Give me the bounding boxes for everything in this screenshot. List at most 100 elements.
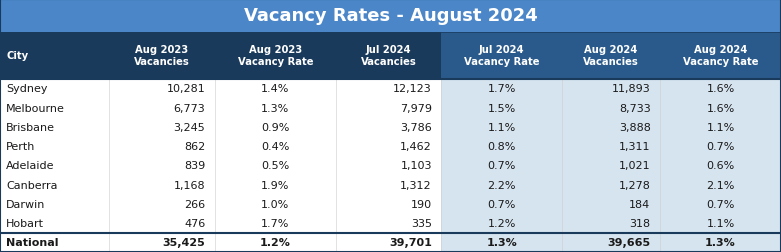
Bar: [441, 214, 562, 233]
Bar: [562, 118, 660, 137]
Text: Jul 2024
Vacancy Rate: Jul 2024 Vacancy Rate: [464, 45, 540, 67]
Text: National: National: [6, 237, 59, 247]
Text: 335: 335: [411, 218, 432, 228]
Bar: [0, 214, 781, 233]
Bar: [0, 175, 781, 195]
Text: 1.9%: 1.9%: [261, 180, 290, 190]
Text: 1,168: 1,168: [174, 180, 205, 190]
Bar: [660, 195, 781, 214]
Text: 1.3%: 1.3%: [487, 237, 517, 247]
Text: 1.6%: 1.6%: [706, 84, 735, 94]
Bar: [660, 99, 781, 118]
Bar: [562, 156, 660, 175]
Bar: [441, 233, 562, 252]
Text: 35,425: 35,425: [162, 237, 205, 247]
Text: 0.9%: 0.9%: [261, 122, 290, 132]
Text: Aug 2023
Vacancies: Aug 2023 Vacancies: [134, 45, 190, 67]
Text: 2.1%: 2.1%: [706, 180, 735, 190]
Text: 1.1%: 1.1%: [487, 122, 516, 132]
Bar: [441, 33, 562, 79]
Text: 1.1%: 1.1%: [706, 122, 735, 132]
Text: 1,103: 1,103: [401, 161, 432, 171]
Text: 0.4%: 0.4%: [261, 142, 290, 151]
Text: Sydney: Sydney: [6, 84, 48, 94]
Text: 1.2%: 1.2%: [260, 237, 291, 247]
Bar: [562, 99, 660, 118]
Text: Aug 2024
Vacancy Rate: Aug 2024 Vacancy Rate: [683, 45, 758, 67]
Text: 1.3%: 1.3%: [705, 237, 736, 247]
Text: 3,786: 3,786: [400, 122, 432, 132]
Bar: [562, 233, 660, 252]
Text: 8,733: 8,733: [619, 103, 651, 113]
Text: Adelaide: Adelaide: [6, 161, 55, 171]
Text: 1,278: 1,278: [619, 180, 651, 190]
Text: Aug 2023
Vacancy Rate: Aug 2023 Vacancy Rate: [237, 45, 313, 67]
Text: Canberra: Canberra: [6, 180, 58, 190]
Text: 6,773: 6,773: [173, 103, 205, 113]
Bar: [562, 175, 660, 195]
Text: 1.6%: 1.6%: [706, 103, 735, 113]
Bar: [0, 195, 781, 214]
Bar: [0, 137, 781, 156]
Text: Aug 2024
Vacancies: Aug 2024 Vacancies: [583, 45, 639, 67]
Bar: [660, 156, 781, 175]
Text: 0.5%: 0.5%: [261, 161, 290, 171]
Text: 190: 190: [411, 199, 432, 209]
Text: 862: 862: [184, 142, 205, 151]
Bar: [562, 195, 660, 214]
Bar: [562, 214, 660, 233]
Bar: [660, 214, 781, 233]
Text: 7,979: 7,979: [400, 103, 432, 113]
Bar: [441, 175, 562, 195]
Text: 839: 839: [184, 161, 205, 171]
Text: 0.7%: 0.7%: [706, 142, 735, 151]
Bar: [441, 79, 562, 99]
Text: City: City: [6, 51, 28, 61]
Text: Hobart: Hobart: [6, 218, 45, 228]
Text: 3,245: 3,245: [173, 122, 205, 132]
Text: Brisbane: Brisbane: [6, 122, 55, 132]
Text: 1.1%: 1.1%: [706, 218, 735, 228]
Bar: [562, 79, 660, 99]
Text: 1.7%: 1.7%: [487, 84, 516, 94]
Text: 1,312: 1,312: [401, 180, 432, 190]
Text: 39,701: 39,701: [389, 237, 432, 247]
Text: 3,888: 3,888: [619, 122, 651, 132]
Bar: [660, 233, 781, 252]
Text: 1.2%: 1.2%: [487, 218, 516, 228]
Text: 0.7%: 0.7%: [706, 199, 735, 209]
Bar: [660, 175, 781, 195]
Text: 1.3%: 1.3%: [261, 103, 290, 113]
Bar: [660, 79, 781, 99]
Text: Vacancy Rates - August 2024: Vacancy Rates - August 2024: [244, 7, 537, 25]
Text: 1,021: 1,021: [619, 161, 651, 171]
Bar: [0, 79, 781, 99]
Bar: [0, 99, 781, 118]
Text: 2.2%: 2.2%: [487, 180, 516, 190]
Bar: [660, 137, 781, 156]
Text: 12,123: 12,123: [393, 84, 432, 94]
Text: 266: 266: [184, 199, 205, 209]
Bar: [660, 118, 781, 137]
Text: 1.0%: 1.0%: [261, 199, 290, 209]
Bar: [562, 33, 660, 79]
Bar: [562, 137, 660, 156]
Text: 1.5%: 1.5%: [487, 103, 516, 113]
Bar: [0, 233, 781, 252]
Bar: [660, 33, 781, 79]
Text: 0.7%: 0.7%: [487, 161, 516, 171]
Bar: [441, 156, 562, 175]
Text: 0.6%: 0.6%: [706, 161, 735, 171]
Text: 0.7%: 0.7%: [487, 199, 516, 209]
Bar: [0, 33, 781, 79]
Text: 1,311: 1,311: [619, 142, 651, 151]
Text: 1.4%: 1.4%: [261, 84, 290, 94]
Text: 476: 476: [184, 218, 205, 228]
Text: Jul 2024
Vacancies: Jul 2024 Vacancies: [361, 45, 416, 67]
Bar: [441, 118, 562, 137]
Text: 11,893: 11,893: [612, 84, 651, 94]
Text: 1.7%: 1.7%: [261, 218, 290, 228]
Text: 318: 318: [629, 218, 651, 228]
Bar: [0, 118, 781, 137]
Text: 1,462: 1,462: [400, 142, 432, 151]
